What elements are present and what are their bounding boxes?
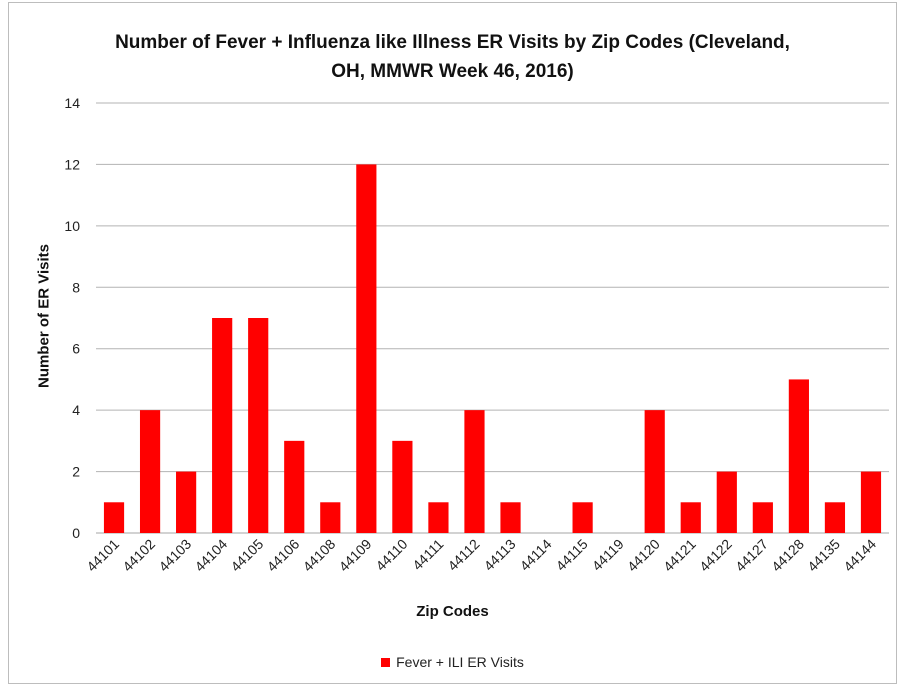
y-tick-label: 2: [72, 464, 80, 480]
y-tick-label: 14: [64, 95, 80, 111]
x-tick-label: 44106: [264, 536, 303, 575]
x-tick-label: 44144: [840, 536, 879, 575]
chart-frame: [8, 2, 897, 684]
y-tick-label: 0: [72, 525, 80, 541]
legend-swatch: [381, 657, 391, 667]
bar-44109: [356, 164, 377, 533]
x-tick-label: 44127: [732, 536, 771, 575]
x-tick-label: 44119: [589, 536, 627, 574]
x-tick-label: 44101: [83, 536, 122, 575]
x-tick-label: 44108: [300, 536, 339, 575]
x-tick-label: 44135: [804, 536, 843, 575]
legend-label: Fever + ILI ER Visits: [396, 654, 524, 670]
bar-44122: [716, 471, 737, 533]
bar-44105: [248, 318, 269, 533]
bar-44120: [644, 410, 665, 533]
bar-44128: [788, 379, 809, 533]
bar-44110: [392, 440, 413, 533]
bar-44104: [212, 318, 233, 533]
bars: [103, 164, 882, 533]
bar-44103: [176, 471, 197, 533]
y-tick-label: 4: [72, 402, 80, 418]
chart-title-line-2: OH, MMWR Week 46, 2016): [331, 61, 574, 82]
x-tick-label: 44121: [660, 536, 699, 575]
x-tick-label: 44115: [553, 536, 591, 574]
bar-44127: [752, 502, 773, 533]
bar-44135: [824, 502, 846, 533]
x-tick-label: 44120: [624, 536, 663, 575]
x-tick-label: 44112: [444, 536, 482, 574]
y-tick-label: 8: [72, 279, 80, 295]
x-tick-label: 44128: [768, 536, 807, 575]
bar-44144: [860, 471, 882, 533]
x-tick-label: 44103: [155, 536, 194, 575]
x-tick-label: 44104: [191, 536, 230, 575]
bar-44115: [572, 502, 593, 533]
x-tick-label: 44113: [481, 536, 519, 574]
bar-44113: [500, 502, 521, 533]
bar-44121: [680, 502, 701, 533]
y-tick-label: 10: [64, 218, 80, 234]
bar-44106: [284, 440, 305, 533]
legend: Fever + ILI ER Visits: [8, 654, 897, 670]
x-tick-label: 44110: [372, 536, 410, 574]
x-tick-labels: 4410144102441034410444105441064410844109…: [83, 536, 879, 575]
x-tick-label: 44105: [227, 536, 266, 575]
bar-44112: [464, 410, 485, 533]
bar-44108: [320, 502, 341, 533]
x-tick-label: 44114: [517, 536, 555, 574]
x-tick-label: 44109: [336, 536, 375, 575]
bar-44101: [103, 502, 125, 533]
x-axis-label: Zip Codes: [416, 603, 489, 620]
y-tick-label: 6: [72, 341, 80, 357]
y-tick-label: 12: [64, 156, 80, 172]
y-tick-labels: 0 2 4 6 8 10 12 14: [64, 95, 80, 541]
chart-title-line-1: Number of Fever + Influenza like Illness…: [115, 32, 790, 53]
x-tick-label: 44111: [409, 536, 447, 574]
bar-44102: [139, 410, 161, 533]
bar-44111: [428, 502, 449, 533]
x-tick-label: 44102: [119, 536, 158, 575]
x-tick-label: 44122: [696, 536, 735, 575]
chart-title: Number of Fever + Influenza like Illness…: [8, 28, 897, 86]
